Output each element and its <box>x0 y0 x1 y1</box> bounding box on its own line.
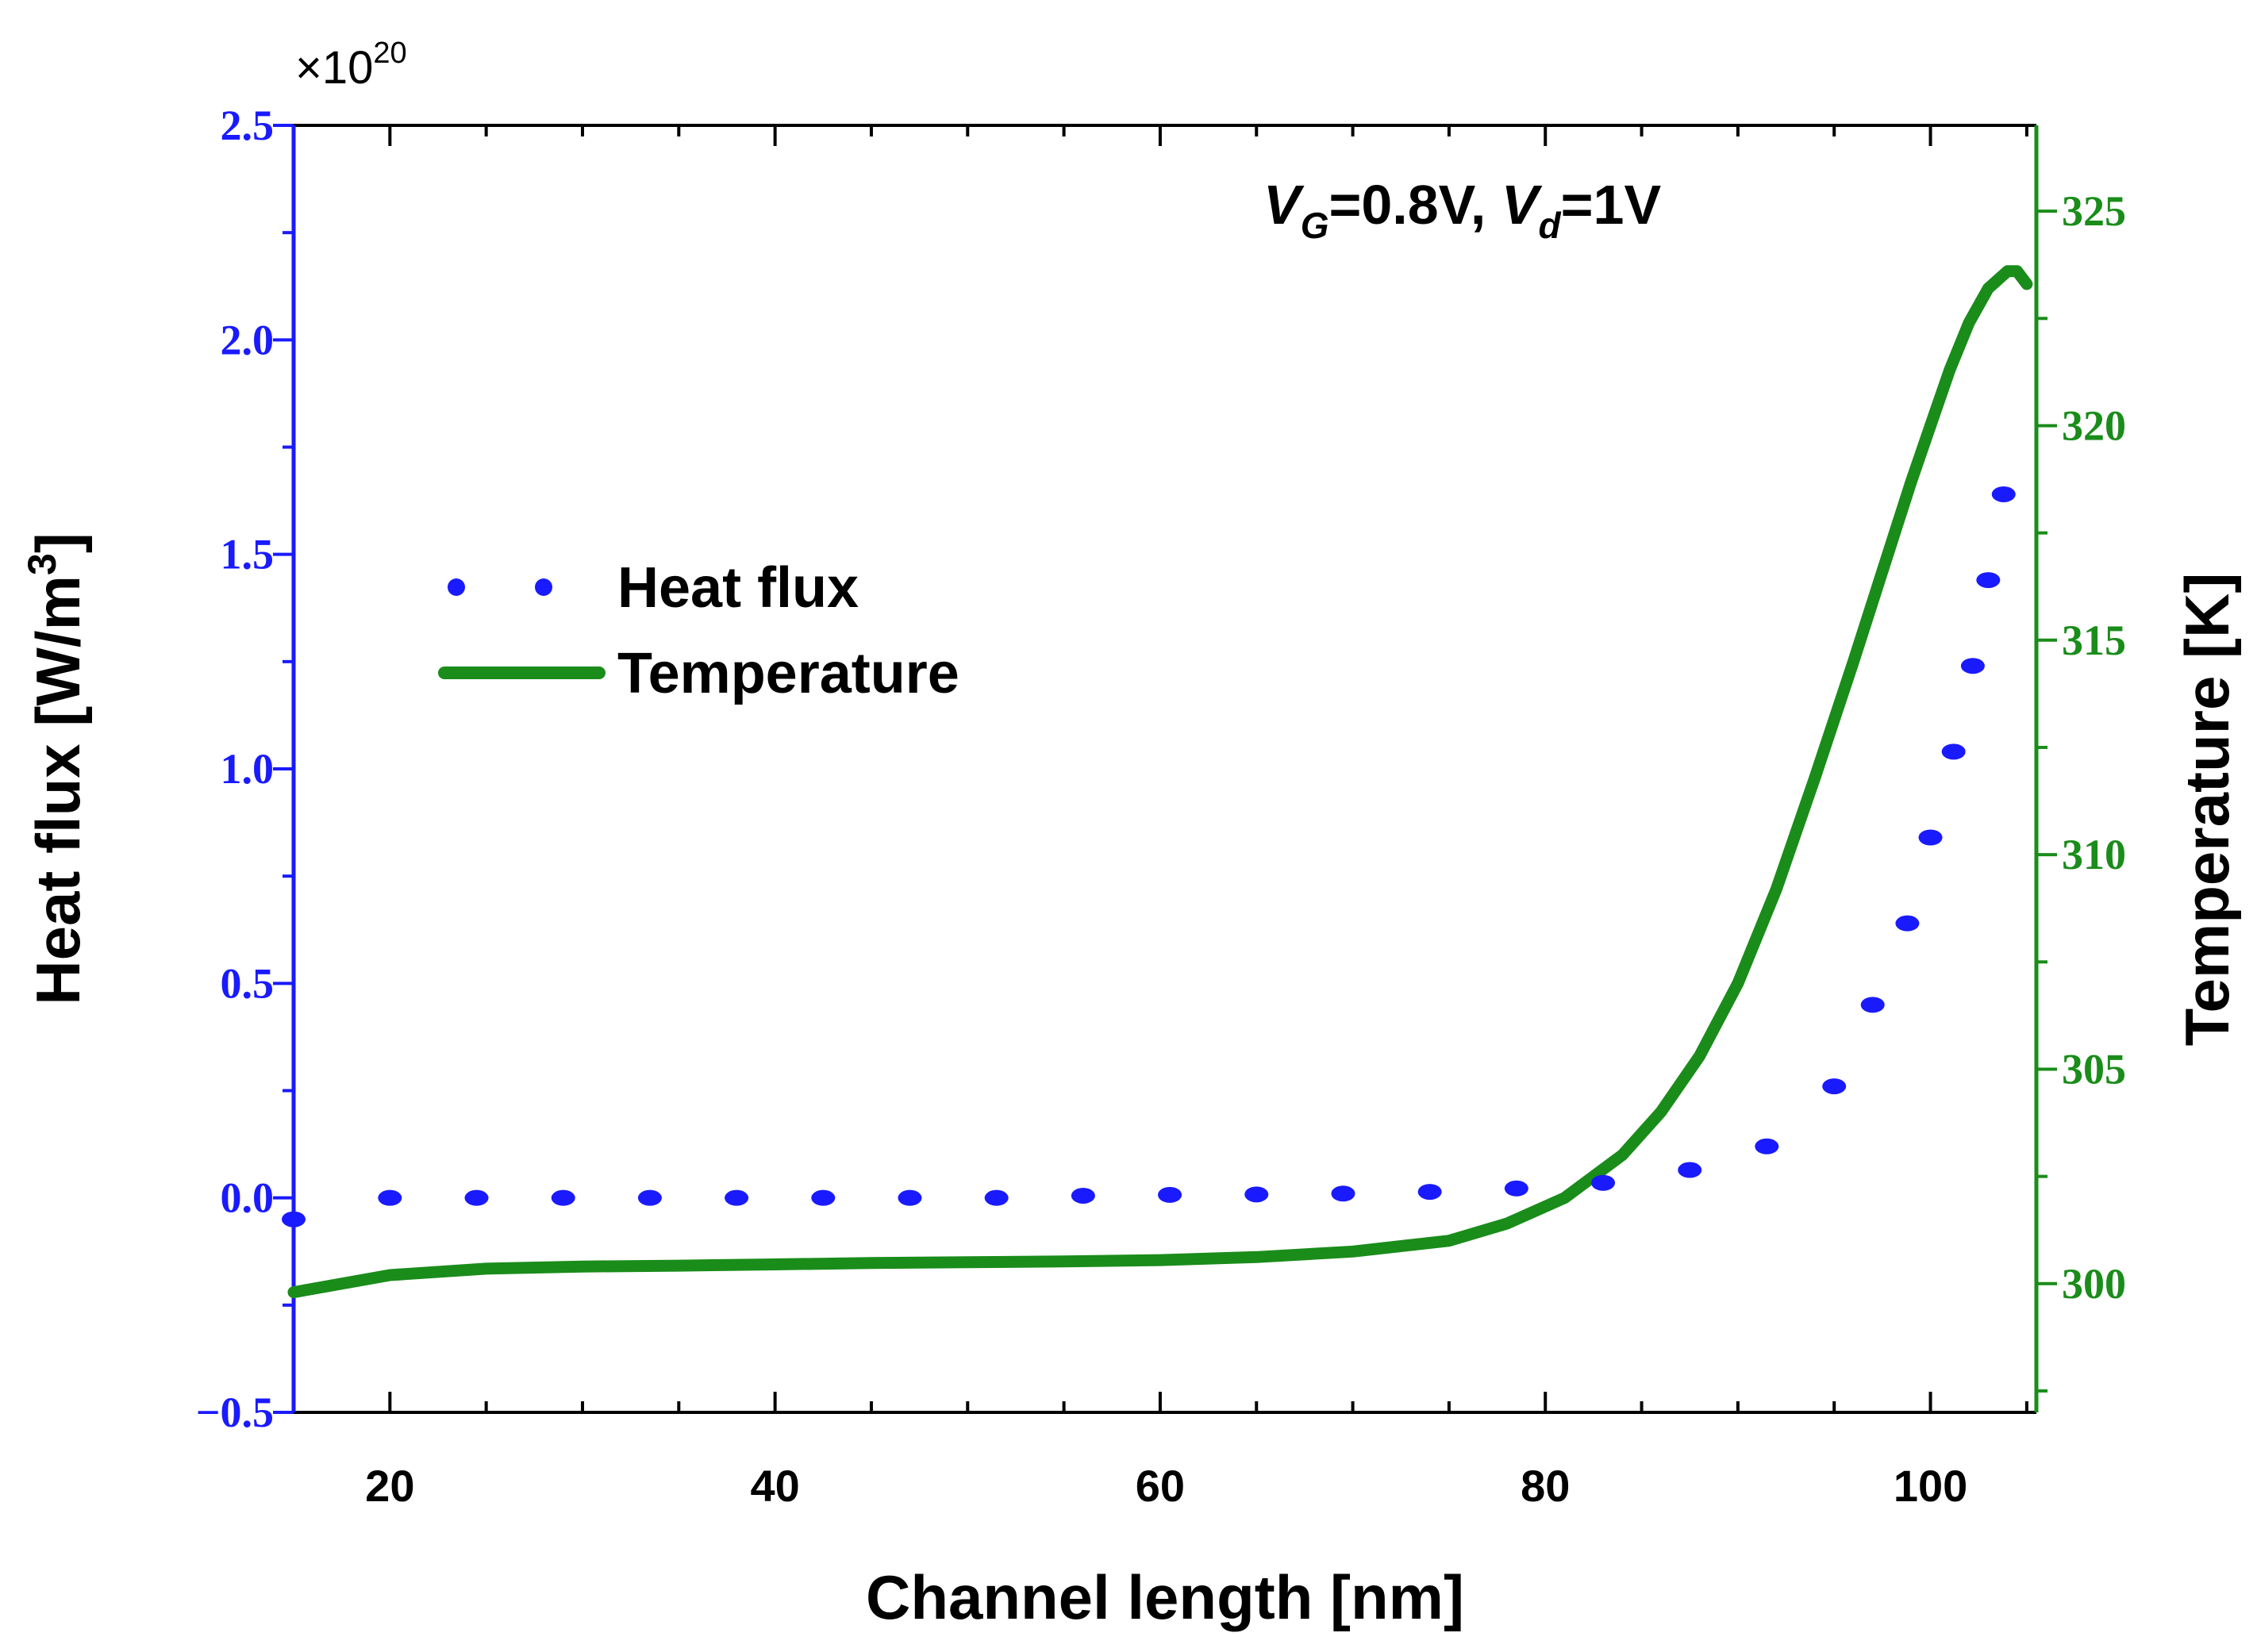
left-axis-multiplier-prefix: ×10 <box>295 42 373 94</box>
heat-flux-point <box>898 1189 922 1206</box>
y-left-tick-label: −0.5 <box>196 1389 274 1436</box>
vg-symbol: V <box>1263 174 1305 236</box>
y-right-tick-label: 310 <box>2062 831 2126 878</box>
heat-flux-point <box>984 1189 1009 1206</box>
heat-flux-point <box>464 1189 489 1206</box>
x-tick-label: 80 <box>1521 1461 1570 1511</box>
x-tick-label: 40 <box>750 1461 799 1511</box>
legend-heat-flux-dot-1 <box>448 578 465 596</box>
y-left-tick-label: 1.5 <box>221 531 275 578</box>
vd-symbol: V <box>1501 174 1543 236</box>
left-axis-multiplier-exponent: 20 <box>373 36 406 70</box>
x-tick-label: 60 <box>1136 1461 1185 1511</box>
heat-flux-point <box>1071 1187 1095 1204</box>
heat-flux-point <box>1895 915 1920 932</box>
heat-flux-point <box>637 1189 662 1206</box>
heat-flux-point <box>1976 572 2001 589</box>
y-right-tick-label: 300 <box>2062 1260 2126 1308</box>
heat-flux-point <box>1504 1180 1528 1197</box>
left-axis-multiplier: ×1020 <box>295 36 407 94</box>
y-left-tick-label: 1.0 <box>221 745 275 793</box>
heat-flux-point <box>1941 743 1966 760</box>
heat-flux-point <box>282 1211 306 1227</box>
heat-flux-point <box>378 1189 402 1206</box>
heat-flux-point <box>1331 1185 1355 1202</box>
y-left-tick-label: 2.0 <box>221 316 275 363</box>
y-axis-left-label-close: ] <box>23 532 93 553</box>
series-layer <box>282 265 2033 1299</box>
y-axis-right-label: Temperature [K] <box>2172 573 2242 1047</box>
y-left-tick-label: 0.5 <box>221 959 275 1007</box>
vd-subscript: d <box>1539 205 1562 246</box>
heat-flux-point <box>1158 1186 1182 1203</box>
heat-flux-point <box>1244 1186 1269 1203</box>
bias-annotation: VG=0.8V, Vd=1V <box>1263 174 1661 246</box>
y-left-tick-label: 2.5 <box>221 102 275 149</box>
ticks-layer: 20 40 60 80 100 −0.5 0.0 0.5 1.0 1.5 2.0 2.5 300 305 3… <box>196 102 2126 1511</box>
legend-heat-flux-label: Heat flux <box>617 556 859 620</box>
heat-flux-point <box>725 1189 749 1206</box>
heat-flux-point <box>811 1189 836 1206</box>
y-axis-left-label-main: Heat flux [W/m <box>23 575 93 1005</box>
heat-flux-point <box>1417 1184 1442 1201</box>
vd-value: =1V <box>1561 174 1662 236</box>
heat-flux-point <box>1822 1078 1847 1095</box>
y-axis-left-label: Heat flux [W/m3] <box>20 532 93 1005</box>
x-axis-label: Channel length [nm] <box>866 1562 1464 1632</box>
x-tick-label: 20 <box>365 1461 414 1511</box>
vg-value: =0.8V, <box>1328 174 1501 236</box>
series-temperature-line <box>287 265 2033 1299</box>
heat-flux-point <box>1678 1162 1702 1178</box>
y-right-tick-label: 320 <box>2062 401 2126 449</box>
vg-subscript: G <box>1301 205 1329 246</box>
y-right-tick-label: 305 <box>2062 1045 2126 1093</box>
heat-flux-point <box>1918 829 1943 846</box>
legend-heat-flux-dot-2 <box>535 578 552 596</box>
heat-flux-point <box>1991 486 2016 502</box>
heat-flux-point <box>1960 658 1985 674</box>
y-axis-left-label-sup: 3 <box>20 553 64 575</box>
heat-flux-point <box>551 1189 575 1206</box>
y-left-tick-label: 0.0 <box>221 1174 275 1222</box>
heat-flux-point <box>1591 1174 1616 1191</box>
legend-temperature-label: Temperature <box>617 642 959 705</box>
y-right-tick-label: 315 <box>2062 617 2126 664</box>
legend: Heat flux Temperature <box>438 556 959 705</box>
x-tick-label: 100 <box>1894 1461 1967 1511</box>
y-right-tick-label: 325 <box>2062 187 2126 235</box>
heat-flux-point <box>1860 997 1885 1013</box>
heat-flux-point <box>1755 1138 1779 1154</box>
